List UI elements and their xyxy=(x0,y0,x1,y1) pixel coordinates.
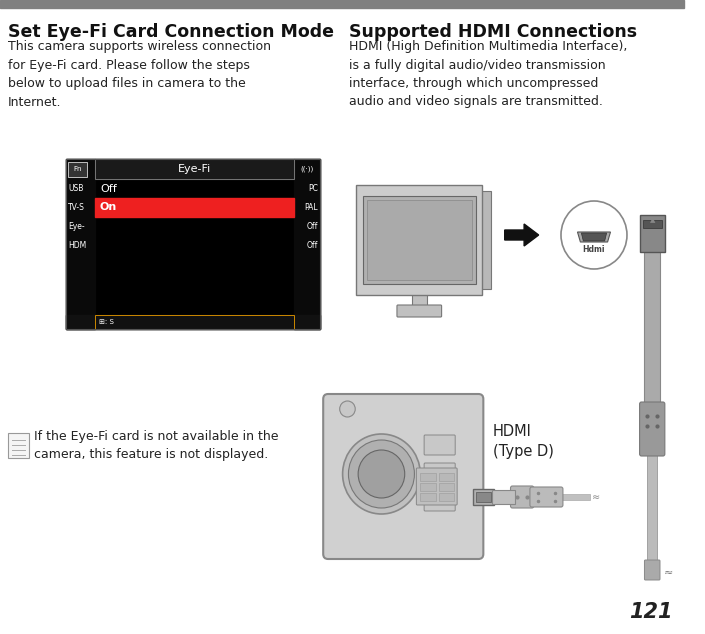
Text: ((·)): ((·)) xyxy=(300,165,314,172)
Text: On: On xyxy=(100,202,117,212)
Bar xyxy=(294,159,320,329)
Text: Fn: Fn xyxy=(73,166,82,172)
Text: ≈: ≈ xyxy=(592,492,600,502)
FancyBboxPatch shape xyxy=(510,486,534,508)
FancyBboxPatch shape xyxy=(424,463,455,483)
Bar xyxy=(0,0,685,8)
Bar xyxy=(439,493,454,501)
Bar xyxy=(420,473,436,481)
Bar xyxy=(363,196,476,284)
Text: Off: Off xyxy=(307,241,319,250)
FancyBboxPatch shape xyxy=(492,490,515,504)
FancyBboxPatch shape xyxy=(323,394,484,559)
Text: Hdmi: Hdmi xyxy=(583,245,605,254)
Polygon shape xyxy=(582,233,606,241)
Bar xyxy=(476,492,491,502)
FancyBboxPatch shape xyxy=(68,162,87,176)
Bar xyxy=(644,249,660,404)
Text: USB: USB xyxy=(68,184,83,193)
Circle shape xyxy=(340,401,355,417)
FancyBboxPatch shape xyxy=(8,432,29,458)
Text: HDMI
(Type D): HDMI (Type D) xyxy=(493,424,554,459)
FancyArrow shape xyxy=(505,224,539,246)
Circle shape xyxy=(348,440,415,508)
Bar xyxy=(642,220,662,228)
Bar xyxy=(439,483,454,491)
Circle shape xyxy=(343,434,420,514)
Text: If the Eye-Fi card is not available in the
camera, this feature is not displayed: If the Eye-Fi card is not available in t… xyxy=(34,430,278,461)
Text: HDMI (High Definition Multimedia Interface),
is a fully digital audio/video tran: HDMI (High Definition Multimedia Interfa… xyxy=(350,40,627,108)
FancyBboxPatch shape xyxy=(397,305,441,317)
Text: Supported HDMI Connections: Supported HDMI Connections xyxy=(350,23,637,41)
FancyBboxPatch shape xyxy=(639,215,665,252)
Text: Off: Off xyxy=(100,183,117,193)
Text: Off: Off xyxy=(307,222,319,231)
Bar xyxy=(66,159,320,329)
FancyBboxPatch shape xyxy=(639,402,665,456)
Text: Eye-: Eye- xyxy=(68,222,85,231)
FancyBboxPatch shape xyxy=(356,185,482,295)
Text: This camera supports wireless connection
for Eye-Fi card. Please follow the step: This camera supports wireless connection… xyxy=(8,40,271,108)
Bar xyxy=(95,159,294,179)
Bar xyxy=(412,293,427,308)
FancyBboxPatch shape xyxy=(417,468,457,505)
Text: ≈: ≈ xyxy=(664,568,673,578)
FancyBboxPatch shape xyxy=(424,491,455,511)
Polygon shape xyxy=(577,232,611,242)
FancyBboxPatch shape xyxy=(472,489,494,505)
Text: ⊞: S: ⊞: S xyxy=(99,319,114,325)
Bar xyxy=(420,483,436,491)
Bar xyxy=(66,315,320,329)
Bar xyxy=(95,198,294,217)
Bar xyxy=(367,200,472,280)
FancyBboxPatch shape xyxy=(530,487,563,507)
Circle shape xyxy=(561,201,627,269)
Bar xyxy=(420,493,436,501)
Text: Eye-Fi: Eye-Fi xyxy=(178,164,212,174)
Bar xyxy=(482,191,491,289)
Bar xyxy=(95,159,294,179)
Bar xyxy=(439,473,454,481)
Bar xyxy=(647,454,657,569)
Bar xyxy=(66,159,95,329)
Text: PC: PC xyxy=(309,184,319,193)
Text: HDM: HDM xyxy=(68,241,86,250)
Text: 121: 121 xyxy=(629,602,673,622)
FancyBboxPatch shape xyxy=(644,560,660,580)
FancyBboxPatch shape xyxy=(424,435,455,455)
Circle shape xyxy=(358,450,405,498)
Text: ▲: ▲ xyxy=(649,217,655,223)
Text: PAL: PAL xyxy=(305,203,319,212)
Bar xyxy=(66,159,320,329)
Bar xyxy=(561,494,590,500)
Bar xyxy=(95,315,294,329)
Text: Set Eye-Fi Card Connection Mode: Set Eye-Fi Card Connection Mode xyxy=(8,23,333,41)
Text: TV-S: TV-S xyxy=(68,203,85,212)
